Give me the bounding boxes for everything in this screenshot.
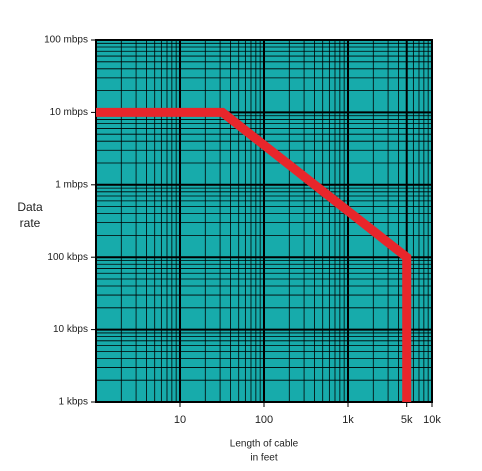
x-tick-label: 10k: [423, 414, 441, 426]
y-tick-label: 100 kbps: [47, 252, 88, 263]
y-axis-label: rate: [20, 216, 41, 230]
x-tick-label: 1k: [342, 414, 354, 426]
x-tick-label: 100: [255, 414, 273, 426]
y-axis-label: Data: [17, 200, 43, 214]
y-tick-label: 1 kbps: [59, 397, 88, 408]
y-tick-label: 10 kbps: [53, 324, 88, 335]
y-tick-label: 1 mbps: [55, 179, 88, 190]
x-axis-label: in feet: [250, 453, 277, 464]
x-tick-label: 10: [174, 414, 186, 426]
data-line: [96, 107, 412, 402]
y-tick-label: 100 mbps: [44, 35, 88, 46]
plot-frame: [95, 39, 433, 403]
y-tick-label: 10 mbps: [50, 107, 88, 118]
x-tick-label: 5k: [401, 414, 413, 426]
x-axis-label: Length of cable: [230, 439, 299, 450]
